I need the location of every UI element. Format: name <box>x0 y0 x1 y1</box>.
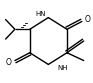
Text: O: O <box>85 15 90 24</box>
Text: NH: NH <box>58 65 68 71</box>
Text: O: O <box>5 58 11 67</box>
Text: HN: HN <box>35 11 46 17</box>
